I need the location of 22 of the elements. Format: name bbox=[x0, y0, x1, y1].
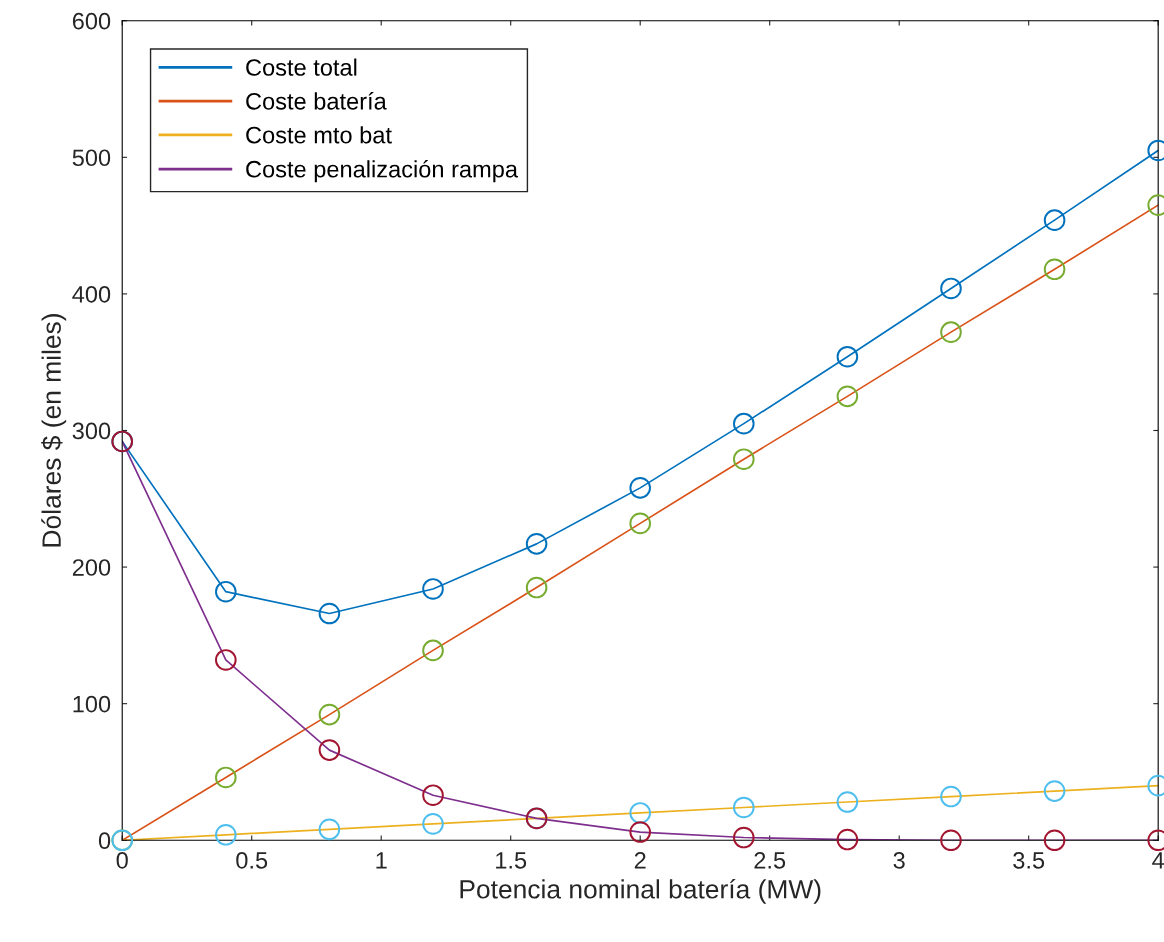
x-tick-label: 2.5 bbox=[754, 852, 786, 869]
y-tick-label: 100 bbox=[73, 695, 111, 713]
x-tick-label: 3 bbox=[893, 852, 905, 869]
x-axis-title: Potencia nominal batería (MW) bbox=[460, 878, 821, 904]
x-tick-label: 3.5 bbox=[1013, 852, 1045, 869]
legend-label: Coste total bbox=[246, 58, 357, 76]
y-tick-label: 600 bbox=[72, 12, 111, 30]
x-tick-label: 1.5 bbox=[496, 852, 527, 869]
x-tick-label: 1 bbox=[376, 852, 387, 869]
y-axis-title: Dólares $ (en miles) bbox=[41, 314, 67, 547]
legend-label: Coste penalización rampa bbox=[246, 159, 518, 183]
legend-label: Coste mto bat bbox=[246, 126, 392, 144]
y-tick-label: 500 bbox=[72, 149, 111, 167]
x-tick-label: 0.5 bbox=[236, 852, 268, 869]
x-tick-label: 4 bbox=[1152, 852, 1164, 869]
y-tick-label: 400 bbox=[72, 285, 111, 303]
legend-label: Coste batería bbox=[246, 92, 387, 110]
y-tick-label: 200 bbox=[72, 559, 111, 576]
y-tick-label: 300 bbox=[72, 422, 111, 440]
x-tick-label: 2 bbox=[634, 852, 646, 869]
x-tick-label: 0 bbox=[116, 852, 128, 869]
y-tick-label: 0 bbox=[98, 832, 111, 850]
